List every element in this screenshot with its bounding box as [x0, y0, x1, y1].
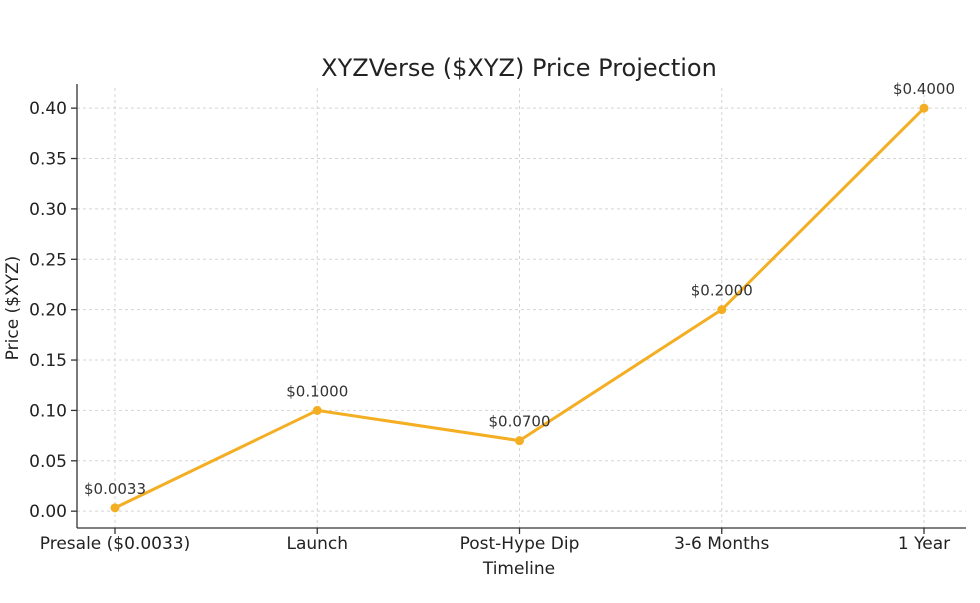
data-label: $0.0033 — [84, 480, 146, 498]
x-tick-label: 1 Year — [898, 534, 950, 554]
y-tick-label: 0.30 — [29, 200, 67, 220]
data-point-marker — [312, 405, 322, 415]
data-labels: $0.0033 $0.1000 $0.0700 $0.2000 $0.4000 — [84, 80, 955, 498]
data-point-marker — [919, 103, 929, 113]
data-label: $0.1000 — [286, 382, 348, 400]
price-series — [110, 103, 929, 513]
data-point-marker — [717, 305, 727, 315]
data-point-marker — [515, 436, 524, 446]
y-tick-label: 0.15 — [29, 351, 67, 371]
data-label: $0.0700 — [488, 413, 550, 431]
y-axis-ticks: 0.00 0.05 0.10 0.15 0.20 0.25 0.30 0.35 0.40 — [29, 99, 77, 522]
data-point-marker — [110, 503, 120, 513]
x-tick-label: Launch — [286, 534, 348, 554]
y-tick-label: 0.40 — [29, 99, 67, 119]
y-tick-label: 0.35 — [29, 150, 67, 170]
y-tick-label: 0.20 — [29, 301, 67, 321]
x-tick-label: Post-Hype Dip — [460, 534, 580, 554]
x-tick-label: Presale ($0.0033) — [40, 534, 190, 554]
y-tick-label: 0.00 — [29, 502, 67, 522]
y-tick-label: 0.05 — [29, 452, 67, 472]
x-axis-ticks: Presale ($0.0033) Launch Post-Hype Dip 3-6 … — [40, 528, 950, 554]
data-label: $0.4000 — [893, 80, 955, 98]
chart-title: XYZVerse ($XYZ) Price Projection — [321, 54, 717, 82]
y-tick-label: 0.10 — [29, 401, 67, 421]
x-axis-title: Timeline — [482, 559, 555, 579]
x-tick-label: 3-6 Months — [674, 534, 769, 554]
grid — [77, 88, 966, 528]
y-tick-label: 0.25 — [29, 250, 67, 270]
y-axis-title: Price ($XYZ) — [3, 256, 23, 361]
data-label: $0.2000 — [691, 282, 753, 300]
